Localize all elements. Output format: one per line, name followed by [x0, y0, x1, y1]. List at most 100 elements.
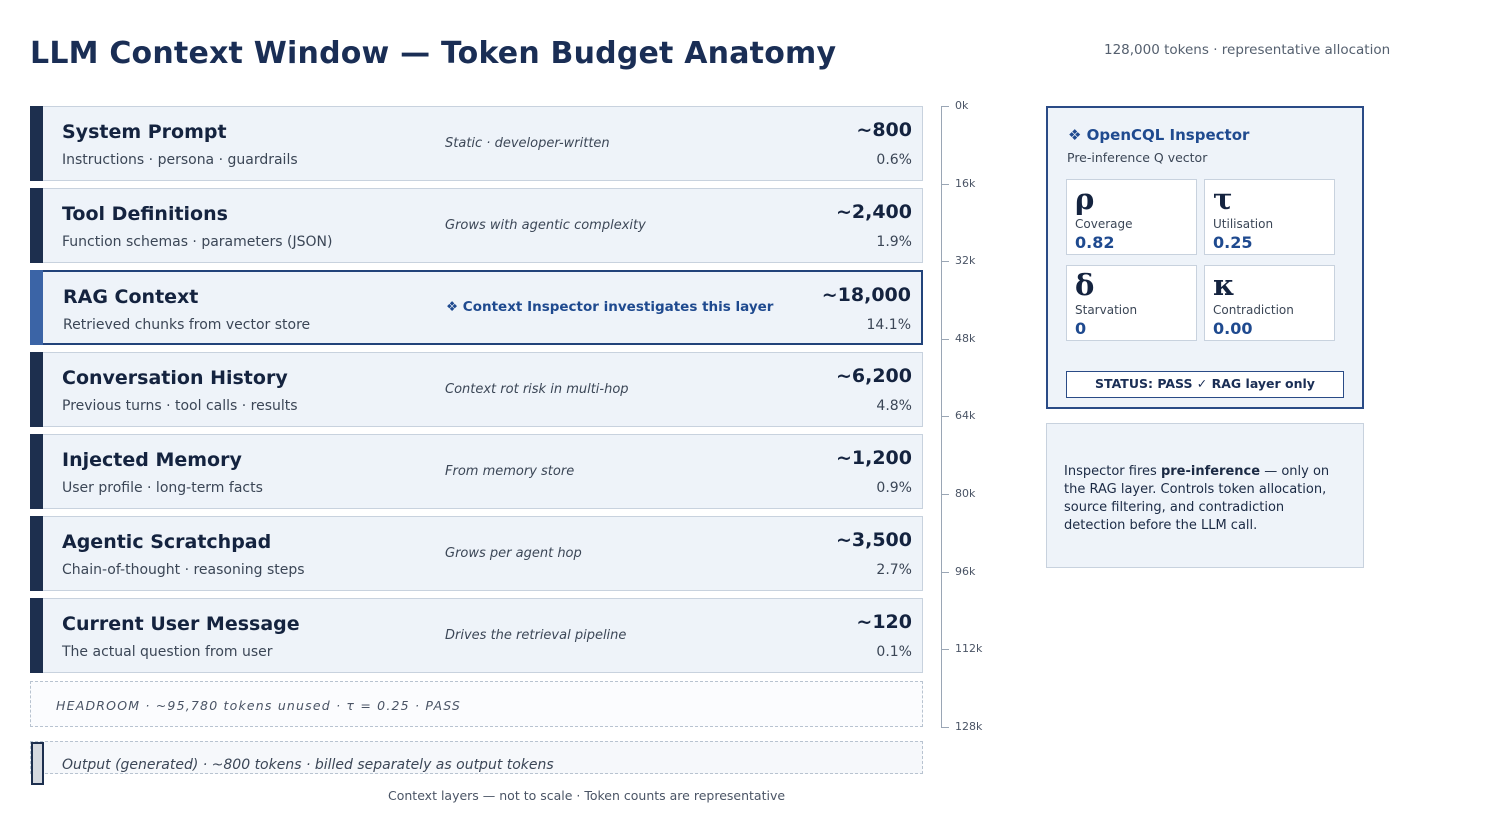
layer-percent: 2.7% [876, 562, 912, 578]
axis-tick: 0k [941, 99, 1001, 112]
layer-agentic-scratchpad[interactable]: Agentic Scratchpad Chain-of-thought · re… [30, 516, 923, 591]
layer-bar [30, 434, 43, 509]
info-text: Inspector fires pre-inference — only on … [1064, 463, 1349, 535]
info-text-suffix: — only on the RAG layer. Controls token … [1064, 464, 1330, 533]
layer-percent: 0.6% [876, 152, 912, 168]
layer-tokens: ~2,400 [835, 201, 912, 223]
metric-value: 0 [1075, 319, 1087, 338]
metric-label: Contradiction [1213, 303, 1294, 317]
metric-label: Starvation [1075, 303, 1138, 317]
metric-starvation: δ Starvation 0 [1066, 265, 1197, 341]
layer-tokens: ~800 [856, 119, 912, 141]
layer-tokens: ~3,500 [835, 529, 912, 551]
status-badge: STATUS: PASS ✓ RAG layer only [1066, 371, 1344, 398]
kappa-icon: κ [1213, 268, 1235, 302]
headroom-label: HEADROOM · ~95,780 tokens unused · τ = 0… [56, 698, 462, 713]
axis-tick-label: 48k [955, 331, 976, 345]
inspector-panel: ❖ OpenCQL Inspector Pre-inference Q vect… [1046, 106, 1364, 409]
layer-bar [30, 270, 43, 345]
layer-conversation-history[interactable]: Conversation History Previous turns · to… [30, 352, 923, 427]
metric-label: Utilisation [1213, 217, 1274, 231]
axis-tick-label: 112k [955, 642, 983, 656]
axis-tick-label: 80k [955, 487, 976, 500]
metric-coverage: ρ Coverage 0.82 [1066, 179, 1197, 255]
axis-tick: 80k [941, 487, 1001, 500]
token-axis: 0k 16k 32k 48k 64k 80k 96k 112k 128k [940, 99, 1001, 733]
info-panel: Inspector fires pre-inference — only on … [1046, 423, 1364, 568]
output-label: Output (generated) · ~800 tokens · bille… [62, 757, 554, 773]
axis-tick: 112k [941, 642, 1001, 655]
layer-description: The actual question from user [62, 644, 273, 660]
layer-name: Current User Message [62, 613, 300, 635]
axis-tick-label: 64k [955, 409, 976, 423]
axis-tick-label: 0k [955, 99, 969, 112]
layer-percent: 4.8% [876, 398, 912, 414]
tau-icon: τ [1213, 182, 1233, 216]
layer-tokens: ~6,200 [835, 365, 912, 387]
layer-bar [30, 188, 43, 263]
layer-tokens: ~18,000 [821, 284, 911, 306]
headroom-band: HEADROOM · ~95,780 tokens unused · τ = 0… [30, 681, 923, 727]
layer-description: Function schemas · parameters (JSON) [62, 234, 333, 250]
layer-note: Context rot risk in multi-hop [445, 382, 629, 397]
layer-description: Retrieved chunks from vector store [63, 317, 311, 333]
axis-tick-label: 16k [955, 176, 976, 190]
layer-note: From memory store [445, 464, 575, 479]
layer-note: Grows with agentic complexity [445, 218, 646, 233]
layer-note: Drives the retrieval pipeline [445, 628, 627, 643]
layer-note: Static · developer-written [445, 136, 610, 151]
layer-tokens: ~120 [856, 611, 912, 633]
layer-note: Grows per agent hop [445, 546, 582, 561]
layer-percent: 14.1% [866, 317, 911, 333]
layer-name: Tool Definitions [62, 203, 228, 225]
page-title: LLM Context Window — Token Budget Anatom… [30, 36, 837, 71]
axis-tick: 96k [941, 565, 1001, 578]
layer-percent: 1.9% [876, 234, 912, 250]
layer-injected-memory[interactable]: Injected Memory User profile · long-term… [30, 434, 923, 509]
layer-name: Injected Memory [62, 449, 242, 471]
layer-percent: 0.1% [876, 644, 912, 660]
axis-tick: 128k [941, 720, 1001, 733]
metric-value: 0.82 [1075, 233, 1115, 252]
info-text-prefix: Inspector fires [1064, 464, 1161, 479]
layer-tokens: ~1,200 [835, 447, 912, 469]
axis-tick-label: 128k [955, 719, 983, 733]
info-text-emphasis: pre-inference [1160, 464, 1261, 479]
output-bar [31, 742, 44, 785]
layer-bar [30, 352, 43, 427]
layer-bar [30, 106, 43, 181]
layer-description: Previous turns · tool calls · results [62, 398, 298, 414]
layer-percent: 0.9% [876, 480, 912, 496]
metric-utilisation: τ Utilisation 0.25 [1204, 179, 1335, 255]
rho-icon: ρ [1075, 182, 1095, 216]
metric-label: Coverage [1075, 217, 1133, 231]
layer-name: Agentic Scratchpad [62, 531, 272, 553]
layer-name: Conversation History [62, 367, 288, 389]
layer-tool-definitions[interactable]: Tool Definitions Function schemas · para… [30, 188, 923, 263]
metric-value: 0.25 [1213, 233, 1253, 252]
axis-tick: 64k [941, 409, 1001, 422]
inspector-callout: ❖ Context Inspector investigates this la… [446, 299, 774, 315]
delta-icon: δ [1075, 268, 1095, 302]
metric-value: 0.00 [1213, 319, 1253, 338]
layer-description: Instructions · persona · guardrails [62, 152, 298, 168]
footer-note: Context layers — not to scale · Token co… [388, 788, 786, 803]
axis-tick: 32k [941, 254, 1001, 267]
layer-rag-context[interactable]: RAG Context Retrieved chunks from vector… [30, 270, 923, 345]
metric-contradiction: κ Contradiction 0.00 [1204, 265, 1335, 341]
axis-tick: 16k [941, 177, 1001, 190]
layer-system-prompt[interactable]: System Prompt Instructions · persona · g… [30, 106, 923, 181]
output-band: Output (generated) · ~800 tokens · bille… [30, 741, 923, 785]
axis-tick: 48k [941, 332, 1001, 345]
layer-description: User profile · long-term facts [62, 480, 263, 496]
layer-current-user-message[interactable]: Current User Message The actual question… [30, 598, 923, 673]
layer-bar [30, 598, 43, 673]
axis-tick-label: 96k [955, 564, 976, 578]
inspector-title: ❖ OpenCQL Inspector [1068, 126, 1250, 144]
layer-bar [30, 516, 43, 591]
inspector-subtitle: Pre-inference Q vector [1067, 150, 1208, 165]
layer-description: Chain-of-thought · reasoning steps [62, 562, 305, 578]
axis-tick-label: 32k [955, 254, 976, 268]
layer-name: RAG Context [63, 286, 199, 308]
layer-name: System Prompt [62, 121, 227, 143]
